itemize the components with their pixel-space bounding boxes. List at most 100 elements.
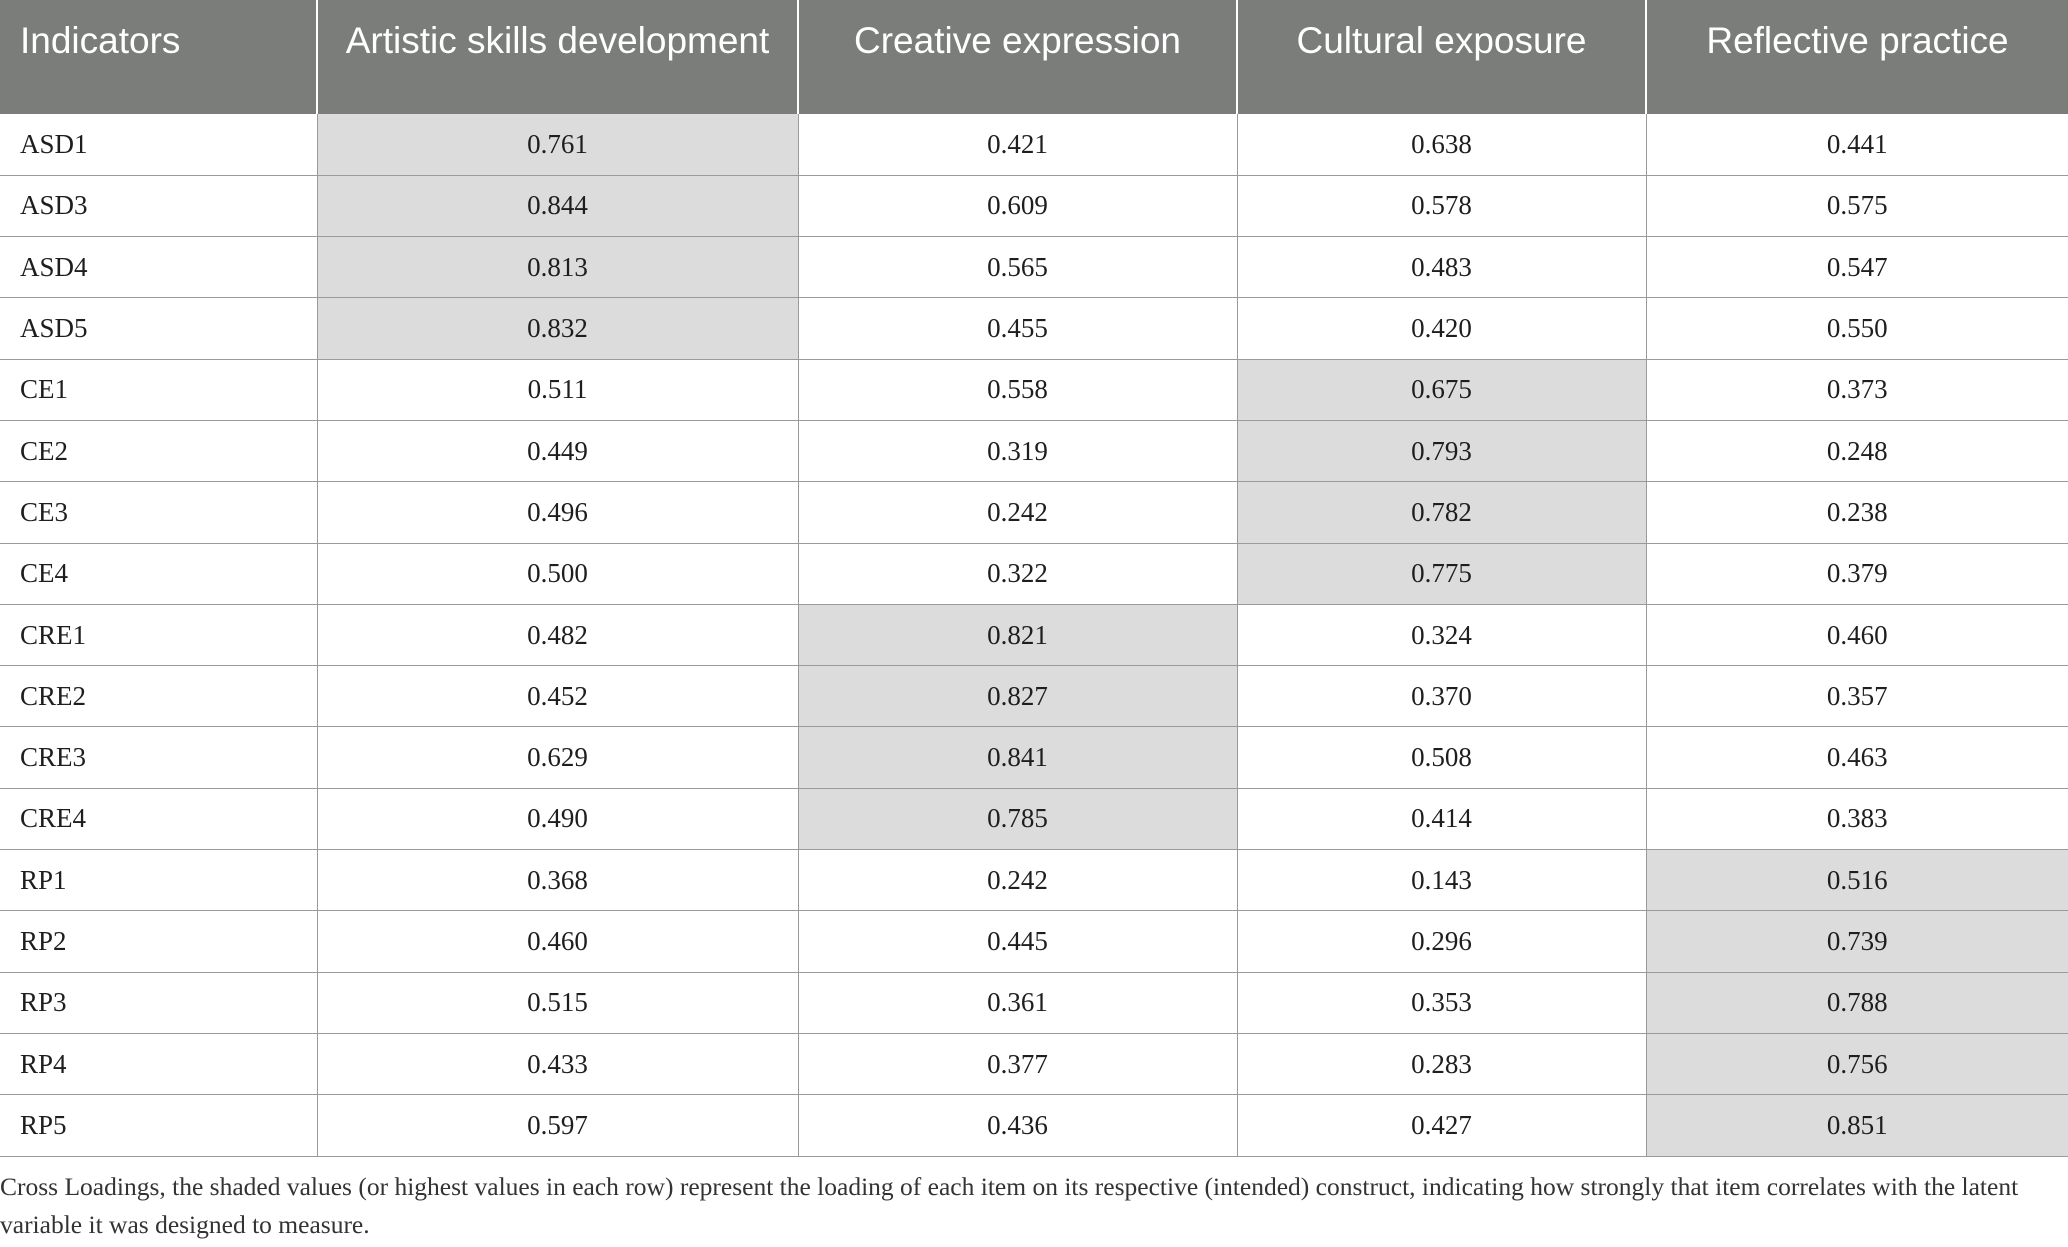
loading-value-cell: 0.370	[1236, 665, 1646, 728]
loading-value-cell: 0.793	[1236, 420, 1646, 483]
loading-value-cell: 0.283	[1236, 1033, 1646, 1096]
table-row: CRE3 0.629 0.841 0.508 0.463	[0, 726, 2068, 789]
loading-value-cell: 0.558	[797, 359, 1237, 421]
loading-value-cell: 0.143	[1236, 849, 1646, 912]
loading-value-cell: 0.357	[1645, 665, 2068, 728]
loading-value-cell: 0.463	[1645, 726, 2068, 789]
loading-value-cell: 0.851	[1645, 1094, 2068, 1157]
loading-value-cell: 0.785	[797, 788, 1237, 851]
loading-value-cell: 0.460	[1645, 604, 2068, 667]
header-reflective-practice: Reflective practice	[1645, 0, 2068, 114]
loading-value-cell: 0.420	[1236, 297, 1646, 360]
header-row: Indicators Artistic skills development C…	[0, 0, 2068, 114]
loading-value-cell: 0.455	[797, 297, 1237, 360]
loading-value-cell: 0.675	[1236, 359, 1646, 421]
loading-value-cell: 0.638	[1236, 114, 1646, 176]
loading-value-cell: 0.827	[797, 665, 1237, 728]
loading-value-cell: 0.414	[1236, 788, 1646, 851]
indicator-cell: ASD5	[0, 297, 317, 360]
indicator-cell: RP5	[0, 1094, 317, 1157]
loading-value-cell: 0.629	[316, 726, 798, 789]
loading-value-cell: 0.739	[1645, 910, 2068, 973]
indicator-cell: CRE1	[0, 604, 317, 667]
loading-value-cell: 0.368	[316, 849, 798, 912]
loading-value-cell: 0.322	[797, 543, 1237, 605]
loading-value-cell: 0.460	[316, 910, 798, 973]
loading-value-cell: 0.449	[316, 420, 798, 483]
loading-value-cell: 0.844	[316, 175, 798, 238]
loading-value-cell: 0.373	[1645, 359, 2068, 421]
loading-value-cell: 0.248	[1645, 420, 2068, 483]
loading-value-cell: 0.841	[797, 726, 1237, 789]
table-row: CRE1 0.482 0.821 0.324 0.460	[0, 604, 2068, 667]
loading-value-cell: 0.832	[316, 297, 798, 360]
loading-value-cell: 0.379	[1645, 543, 2068, 605]
table-row: ASD3 0.844 0.609 0.578 0.575	[0, 175, 2068, 238]
indicator-cell: ASD1	[0, 114, 317, 176]
table-row: RP2 0.460 0.445 0.296 0.739	[0, 910, 2068, 973]
loading-value-cell: 0.436	[797, 1094, 1237, 1157]
indicator-cell: RP1	[0, 849, 317, 912]
indicator-cell: ASD4	[0, 236, 317, 299]
table-header: Indicators Artistic skills development C…	[0, 0, 2068, 114]
loading-value-cell: 0.452	[316, 665, 798, 728]
table-row: CE4 0.500 0.322 0.775 0.379	[0, 543, 2068, 605]
table-row: RP5 0.597 0.436 0.427 0.851	[0, 1094, 2068, 1157]
loading-value-cell: 0.483	[1236, 236, 1646, 299]
loading-value-cell: 0.433	[316, 1033, 798, 1096]
table-row: CE3 0.496 0.242 0.782 0.238	[0, 481, 2068, 544]
loading-value-cell: 0.775	[1236, 543, 1646, 605]
table-row: RP3 0.515 0.361 0.353 0.788	[0, 972, 2068, 1034]
header-artistic-skills-development: Artistic skills development	[316, 0, 798, 114]
loading-value-cell: 0.242	[797, 481, 1237, 544]
loading-value-cell: 0.609	[797, 175, 1237, 238]
indicator-cell: CRE3	[0, 726, 317, 789]
loading-value-cell: 0.578	[1236, 175, 1646, 238]
table-footnote: Cross Loadings, the shaded values (or hi…	[0, 1172, 2019, 1239]
table-row: CRE2 0.452 0.827 0.370 0.357	[0, 665, 2068, 728]
loading-value-cell: 0.490	[316, 788, 798, 851]
loading-value-cell: 0.782	[1236, 481, 1646, 544]
loading-value-cell: 0.383	[1645, 788, 2068, 851]
loading-value-cell: 0.788	[1645, 972, 2068, 1034]
cross-loadings-table: Indicators Artistic skills development C…	[0, 0, 2068, 1157]
loading-value-cell: 0.445	[797, 910, 1237, 973]
loading-value-cell: 0.547	[1645, 236, 2068, 299]
indicator-cell: CE1	[0, 359, 317, 421]
table-row: CE2 0.449 0.319 0.793 0.248	[0, 420, 2068, 483]
loading-value-cell: 0.441	[1645, 114, 2068, 176]
loading-value-cell: 0.421	[797, 114, 1237, 176]
loading-value-cell: 0.482	[316, 604, 798, 667]
loading-value-cell: 0.550	[1645, 297, 2068, 360]
loading-value-cell: 0.516	[1645, 849, 2068, 912]
loading-value-cell: 0.813	[316, 236, 798, 299]
table-row: RP1 0.368 0.242 0.143 0.516	[0, 849, 2068, 912]
indicator-cell: ASD3	[0, 175, 317, 238]
indicator-cell: RP2	[0, 910, 317, 973]
loading-value-cell: 0.500	[316, 543, 798, 605]
table-row: ASD4 0.813 0.565 0.483 0.547	[0, 236, 2068, 299]
loading-value-cell: 0.761	[316, 114, 798, 176]
loading-value-cell: 0.515	[316, 972, 798, 1034]
table-row: CE1 0.511 0.558 0.675 0.373	[0, 359, 2068, 421]
loading-value-cell: 0.496	[316, 481, 798, 544]
loading-value-cell: 0.319	[797, 420, 1237, 483]
loading-value-cell: 0.511	[316, 359, 798, 421]
table-body: ASD1 0.761 0.421 0.638 0.441 ASD3 0.844 0.609 0.…	[0, 114, 2068, 1157]
loading-value-cell: 0.575	[1645, 175, 2068, 238]
header-creative-expression: Creative expression	[797, 0, 1237, 114]
indicator-cell: RP3	[0, 972, 317, 1034]
indicator-cell: CE4	[0, 543, 317, 605]
header-indicators: Indicators	[0, 0, 317, 114]
header-cultural-exposure: Cultural exposure	[1236, 0, 1646, 114]
cross-loadings-table-container: Indicators Artistic skills development C…	[0, 0, 2068, 1157]
table-row: ASD1 0.761 0.421 0.638 0.441	[0, 114, 2068, 176]
loading-value-cell: 0.361	[797, 972, 1237, 1034]
table-row: RP4 0.433 0.377 0.283 0.756	[0, 1033, 2068, 1096]
loading-value-cell: 0.296	[1236, 910, 1646, 973]
loading-value-cell: 0.238	[1645, 481, 2068, 544]
table-row: ASD5 0.832 0.455 0.420 0.550	[0, 297, 2068, 360]
loading-value-cell: 0.353	[1236, 972, 1646, 1034]
indicator-cell: RP4	[0, 1033, 317, 1096]
indicator-cell: CRE4	[0, 788, 317, 851]
